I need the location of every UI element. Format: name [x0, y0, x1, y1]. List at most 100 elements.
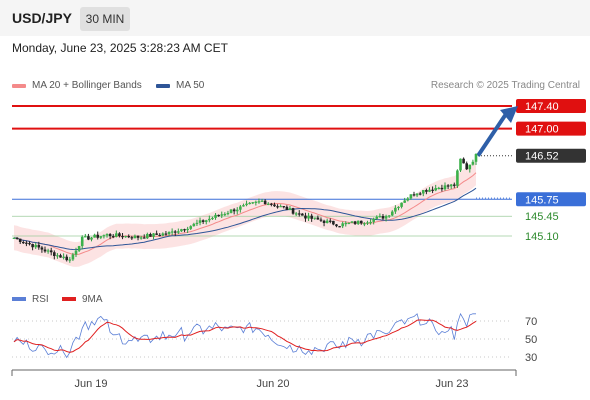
candle — [124, 235, 127, 238]
candle-body — [192, 223, 196, 227]
candle-body — [301, 213, 304, 216]
candle-body — [387, 215, 391, 217]
candle — [263, 199, 267, 205]
candle-body — [452, 184, 456, 186]
candle — [291, 207, 295, 215]
candle — [40, 245, 44, 253]
candle — [245, 200, 248, 207]
candle-body — [77, 246, 81, 251]
candle — [62, 253, 65, 260]
candle — [84, 233, 87, 238]
candle — [56, 253, 59, 259]
candle-body — [226, 212, 230, 215]
candle — [270, 202, 273, 207]
candle — [217, 214, 220, 217]
rsi-panel: RSI 9MA 70 50 30 — [12, 294, 537, 364]
rsi-ma9-line — [13, 319, 477, 353]
candle — [279, 204, 282, 208]
candle — [434, 184, 437, 192]
candle — [421, 189, 425, 197]
candle-body — [332, 220, 335, 225]
candle-body — [93, 234, 96, 238]
candle — [322, 219, 326, 227]
candle-body — [43, 249, 47, 252]
candle-body — [149, 234, 152, 237]
candle-body — [372, 218, 375, 222]
candle — [459, 158, 462, 172]
candle — [282, 206, 286, 209]
candle — [173, 230, 177, 236]
candle — [139, 235, 143, 240]
candle — [390, 210, 394, 217]
candle-body — [449, 184, 453, 187]
legend-ma50-label: MA 50 — [176, 80, 205, 91]
candle — [400, 202, 403, 209]
candle — [310, 213, 313, 222]
candle — [344, 221, 348, 227]
candle-body — [474, 154, 478, 162]
candle-body — [90, 237, 93, 240]
candle — [446, 184, 450, 189]
candle — [121, 232, 124, 240]
candle-body — [375, 216, 379, 219]
candle — [96, 231, 100, 240]
candle-body — [142, 237, 146, 239]
candle-body — [260, 200, 264, 202]
candle-body — [270, 203, 273, 205]
candle-body — [415, 193, 419, 196]
candle — [425, 188, 428, 195]
candle-body — [229, 209, 233, 213]
candle — [372, 217, 375, 225]
candle-body — [242, 205, 245, 207]
candle — [74, 247, 78, 258]
rsi-legend: RSI 9MA — [12, 294, 103, 305]
candle-body — [96, 234, 100, 238]
candle-body — [288, 208, 292, 210]
candle — [394, 205, 397, 214]
candle-body — [353, 221, 357, 224]
candle — [164, 231, 168, 236]
candle-body — [254, 201, 258, 203]
candle — [440, 184, 444, 192]
candle — [18, 238, 22, 245]
candle — [142, 234, 146, 239]
ma20-line — [13, 172, 477, 256]
candle — [53, 250, 56, 260]
candle — [288, 205, 292, 211]
candle — [304, 212, 307, 222]
candle — [257, 198, 261, 204]
rsi-swatch — [12, 297, 26, 301]
x-tick-label: Jun 19 — [74, 378, 107, 390]
candle-body — [170, 231, 174, 233]
rsi-tick-label: 50 — [525, 334, 537, 346]
legend-ma20: MA 20 + Bollinger Bands — [12, 80, 142, 91]
candle — [301, 213, 304, 216]
candle — [90, 236, 93, 242]
candle-body — [25, 242, 28, 244]
candle-body — [465, 163, 468, 170]
candle — [332, 220, 335, 226]
candle-body — [276, 206, 279, 208]
candle — [223, 212, 227, 217]
candle — [465, 161, 468, 171]
candle-body — [34, 244, 38, 248]
candle — [297, 210, 301, 217]
candle — [211, 216, 214, 220]
candle-body — [403, 200, 406, 203]
candle-body — [341, 223, 344, 227]
candle-body — [68, 259, 72, 261]
candle-body — [173, 231, 177, 233]
candle-body — [198, 220, 202, 223]
candle — [155, 230, 158, 235]
candle-body — [412, 194, 416, 196]
timeframe-button[interactable]: 30 MIN — [80, 7, 130, 31]
chart-datetime: Monday, June 23, 2025 3:28:23 AM CET — [12, 41, 228, 55]
candle-body — [105, 234, 109, 236]
candle — [431, 186, 434, 194]
candle — [208, 215, 211, 223]
candle-body — [31, 244, 34, 248]
candle-body — [437, 187, 441, 190]
candle-body — [127, 236, 131, 238]
candle — [105, 233, 109, 238]
candle — [108, 233, 112, 240]
